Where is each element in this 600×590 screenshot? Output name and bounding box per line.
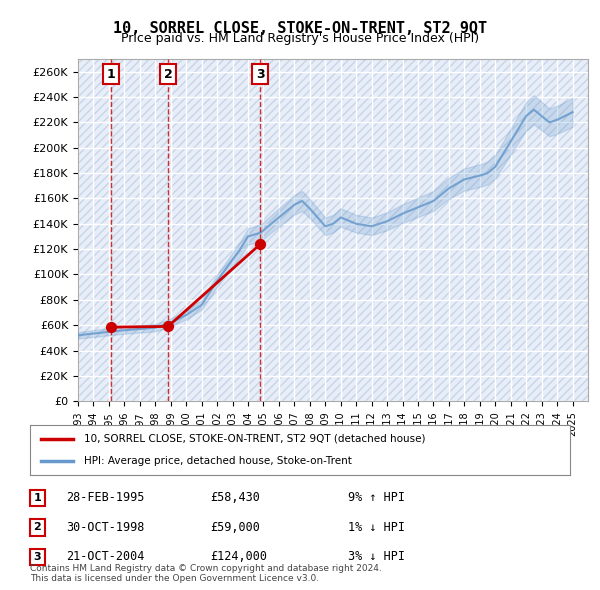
Text: Contains HM Land Registry data © Crown copyright and database right 2024.
This d: Contains HM Land Registry data © Crown c…	[30, 563, 382, 583]
Text: 10, SORREL CLOSE, STOKE-ON-TRENT, ST2 9QT: 10, SORREL CLOSE, STOKE-ON-TRENT, ST2 9Q…	[113, 21, 487, 35]
Text: 28-FEB-1995: 28-FEB-1995	[66, 491, 145, 504]
Text: 2: 2	[164, 68, 172, 81]
Text: 2: 2	[34, 523, 41, 532]
Text: 1: 1	[34, 493, 41, 503]
Text: 10, SORREL CLOSE, STOKE-ON-TRENT, ST2 9QT (detached house): 10, SORREL CLOSE, STOKE-ON-TRENT, ST2 9Q…	[84, 434, 425, 444]
Point	[256, 240, 265, 249]
Point	[163, 322, 173, 331]
Text: £124,000: £124,000	[210, 550, 267, 563]
Text: 1: 1	[107, 68, 116, 81]
Text: 1% ↓ HPI: 1% ↓ HPI	[348, 521, 405, 534]
Text: £59,000: £59,000	[210, 521, 260, 534]
Text: 30-OCT-1998: 30-OCT-1998	[66, 521, 145, 534]
Text: HPI: Average price, detached house, Stoke-on-Trent: HPI: Average price, detached house, Stok…	[84, 456, 352, 466]
Point	[107, 322, 116, 332]
Text: Price paid vs. HM Land Registry's House Price Index (HPI): Price paid vs. HM Land Registry's House …	[121, 32, 479, 45]
Bar	[78, 59, 588, 401]
Text: £58,430: £58,430	[210, 491, 260, 504]
Text: 3: 3	[34, 552, 41, 562]
Text: 21-OCT-2004: 21-OCT-2004	[66, 550, 145, 563]
Text: 3: 3	[256, 68, 265, 81]
Text: 3% ↓ HPI: 3% ↓ HPI	[348, 550, 405, 563]
Text: 9% ↑ HPI: 9% ↑ HPI	[348, 491, 405, 504]
